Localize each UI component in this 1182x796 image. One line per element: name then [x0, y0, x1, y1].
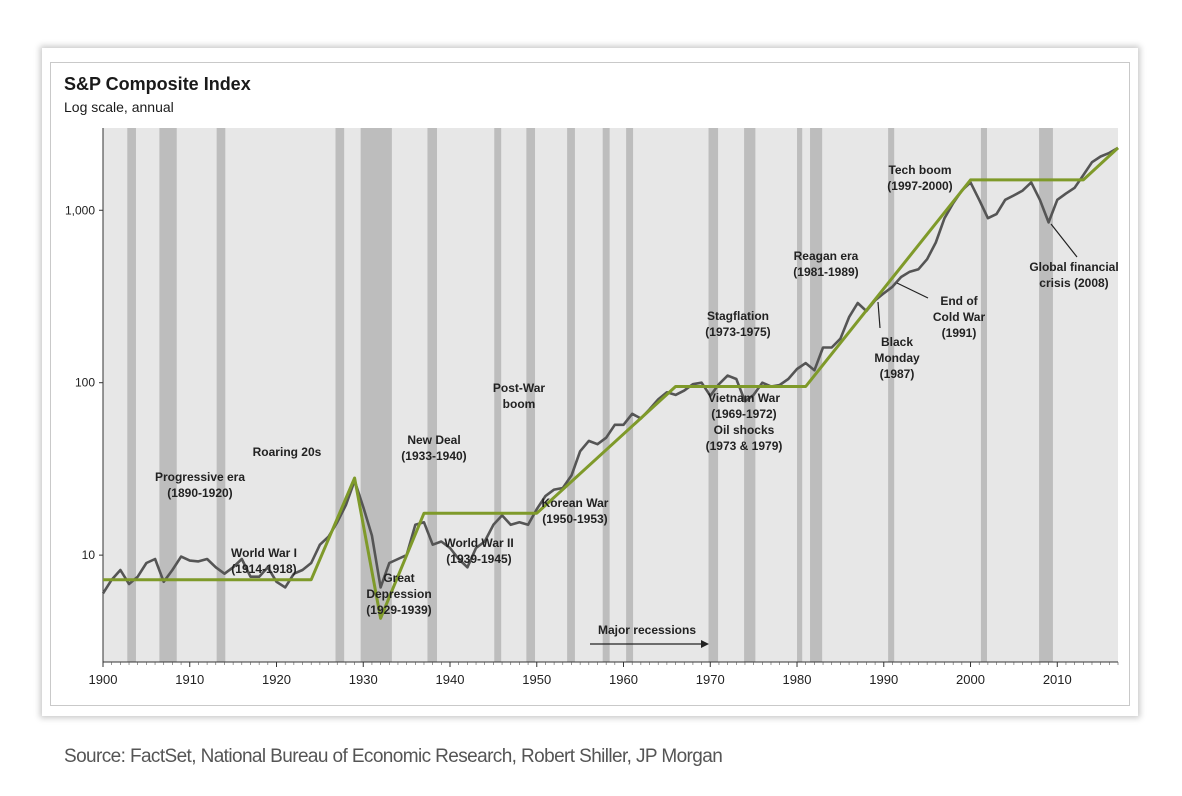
annotation-reagan-era: Reagan era (1981-1989): [793, 249, 858, 279]
annotation-world-war-ii: World War II (1939-1945): [444, 536, 513, 566]
recession-band: [797, 128, 803, 662]
x-tick-label: 1910: [175, 672, 204, 687]
annotation-post-war-boom: Post-War boom: [493, 381, 546, 411]
recession-band: [980, 128, 988, 662]
x-tick-label: 1980: [783, 672, 812, 687]
annotation-vietnam-oil: Vietnam War (1969-1972) Oil shocks (1973 & …: [706, 391, 783, 453]
recession-band: [708, 128, 719, 662]
annotation-global-crisis: Global financial crisis (2008): [1029, 260, 1118, 290]
chart-title: S&P Composite Index: [64, 74, 251, 94]
y-tick-label: 1,000: [65, 203, 95, 217]
annotation-roaring-20s: Roaring 20s: [253, 445, 322, 459]
annotation-leader-line: [877, 301, 881, 329]
sp-index-line: [101, 146, 1119, 595]
annotation-progressive-era: Progressive era (1890-1920): [155, 470, 245, 500]
annotation-major-recessions: Major recessions: [598, 623, 696, 637]
x-tick-label: 1900: [89, 672, 118, 687]
recession-band: [427, 128, 437, 662]
trend-line: [103, 146, 1120, 620]
annotation-leader-line: [1050, 223, 1078, 258]
recession-band: [888, 128, 895, 662]
recession-band: [216, 128, 226, 662]
annotation-leader-line: [896, 282, 929, 299]
recession-band: [159, 128, 177, 662]
x-tick-label: 1940: [436, 672, 465, 687]
x-tick-label: 2010: [1043, 672, 1072, 687]
annotation-end-cold-war: End of Cold War (1991): [933, 294, 986, 340]
x-tick-label: 1920: [262, 672, 291, 687]
x-tick-label: 2000: [956, 672, 985, 687]
recession-band: [1039, 128, 1053, 662]
annotation-korean-war: Korean War (1950-1953): [542, 496, 609, 526]
annotation-tech-boom: Tech boom (1997-2000): [887, 163, 952, 193]
annotation-new-deal: New Deal (1933-1940): [401, 433, 466, 463]
x-tick-label: 1960: [609, 672, 638, 687]
recession-band: [335, 128, 345, 662]
source-note: Source: FactSet, National Bureau of Econ…: [64, 746, 723, 767]
plot-background: [103, 128, 1118, 662]
recession-band: [810, 128, 823, 662]
x-tick-label: 1970: [696, 672, 725, 687]
recession-band: [602, 128, 610, 662]
annotation-world-war-i: World War I (1914-1918): [231, 546, 297, 576]
recession-band: [494, 128, 502, 662]
x-tick-label: 1990: [869, 672, 898, 687]
recession-band: [744, 128, 756, 662]
recession-band: [526, 128, 536, 662]
annotation-stagflation: Stagflation (1973-1975): [705, 309, 770, 339]
chart-subtitle: Log scale, annual: [64, 99, 174, 115]
arrow-head-icon: [701, 640, 709, 648]
y-tick-label: 100: [75, 376, 95, 390]
x-tick-label: 1950: [522, 672, 551, 687]
y-tick-label: 10: [82, 548, 96, 562]
annotation-black-monday: Black Monday (1987): [874, 335, 920, 381]
recession-band: [567, 128, 575, 662]
x-tick-label: 1930: [349, 672, 378, 687]
recession-band: [626, 128, 634, 662]
annotation-great-depression: Great Depression (1929-1939): [366, 571, 431, 617]
recession-band: [127, 128, 136, 662]
